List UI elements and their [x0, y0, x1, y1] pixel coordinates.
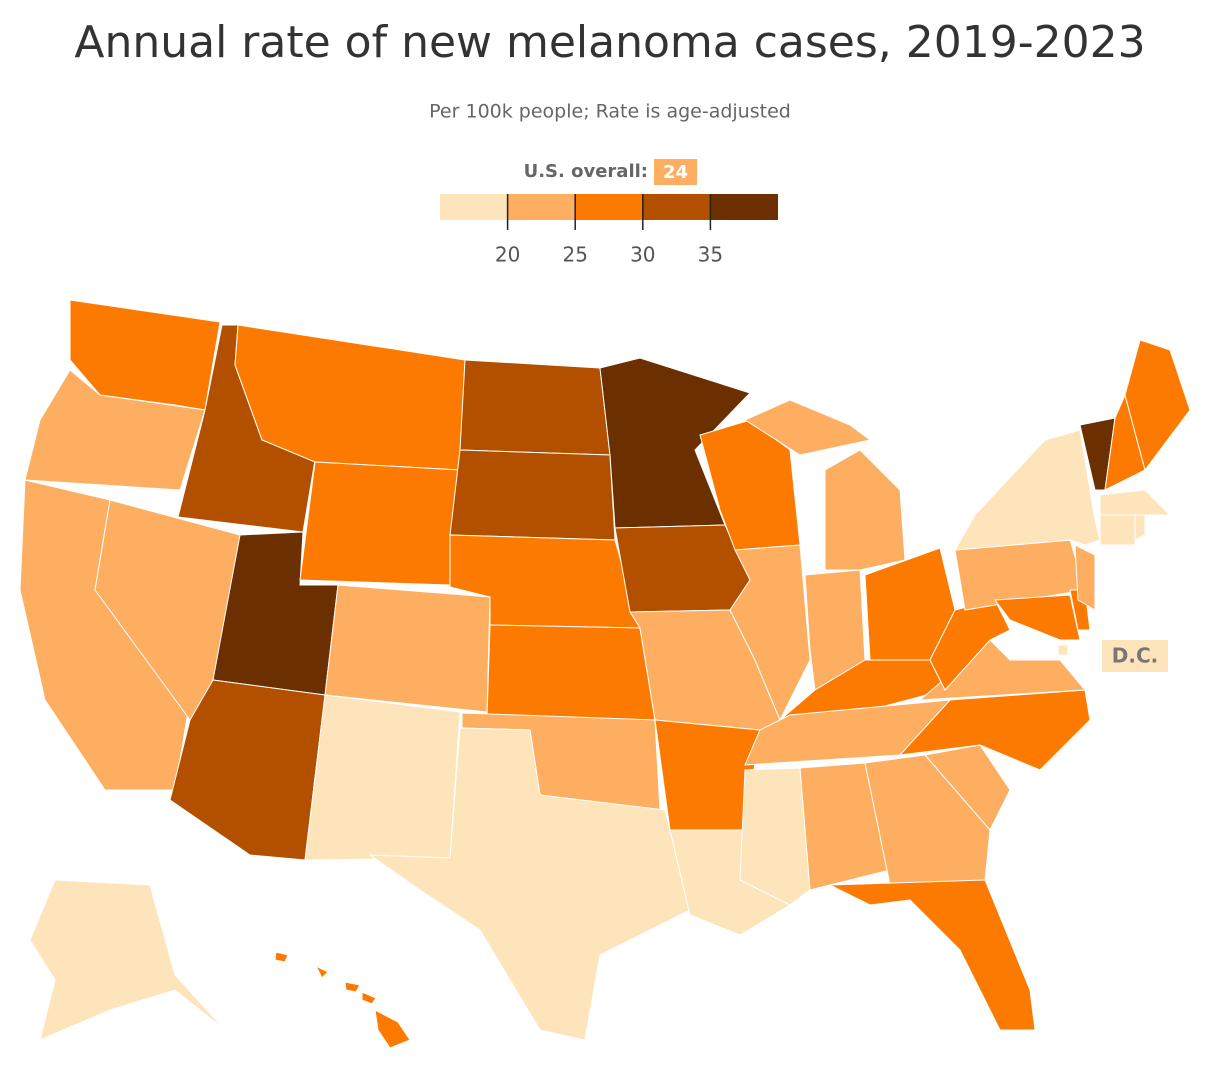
state	[994, 594, 1081, 641]
state	[924, 744, 1011, 831]
state	[299, 461, 461, 586]
state	[599, 357, 751, 529]
state	[743, 399, 906, 571]
chart-title: Annual rate of new melanoma cases, 2019-…	[74, 17, 1145, 68]
state	[1074, 544, 1096, 611]
state	[69, 299, 221, 411]
state	[449, 449, 616, 541]
state	[1099, 489, 1172, 516]
state	[24, 369, 206, 491]
state	[729, 544, 811, 722]
state	[739, 767, 811, 906]
annotation-box	[1102, 640, 1168, 672]
state	[368, 727, 691, 1041]
state	[898, 689, 1091, 771]
legend-tick-label: 20	[495, 243, 520, 267]
state	[829, 879, 1036, 1031]
state	[929, 599, 1011, 691]
state	[459, 359, 611, 456]
state	[274, 951, 411, 1049]
state	[1057, 644, 1069, 656]
legend-swatch	[575, 194, 643, 220]
chart-subtitle: Per 100k people; Rate is age-adjusted	[429, 101, 791, 123]
annotation: D.C.	[1112, 644, 1158, 668]
state	[486, 624, 656, 721]
state	[304, 694, 461, 861]
state	[799, 762, 891, 891]
state	[1099, 514, 1136, 546]
legend-tick-label: 35	[698, 243, 723, 267]
state	[324, 584, 491, 713]
legend-swatch	[440, 194, 508, 220]
state	[1134, 514, 1146, 541]
overall-box	[654, 159, 697, 185]
legend-tick-label: 30	[630, 243, 655, 267]
legend-swatch	[642, 194, 711, 220]
state	[864, 754, 991, 886]
legend-swatch	[710, 194, 778, 220]
legend-swatch	[507, 194, 576, 220]
state	[29, 879, 226, 1041]
overall-value: 24	[663, 162, 688, 183]
legend-tick-label: 25	[562, 243, 587, 267]
overall-label: U.S. overall:	[524, 161, 648, 182]
state	[1124, 339, 1191, 472]
state	[954, 429, 1101, 551]
state	[614, 524, 751, 613]
